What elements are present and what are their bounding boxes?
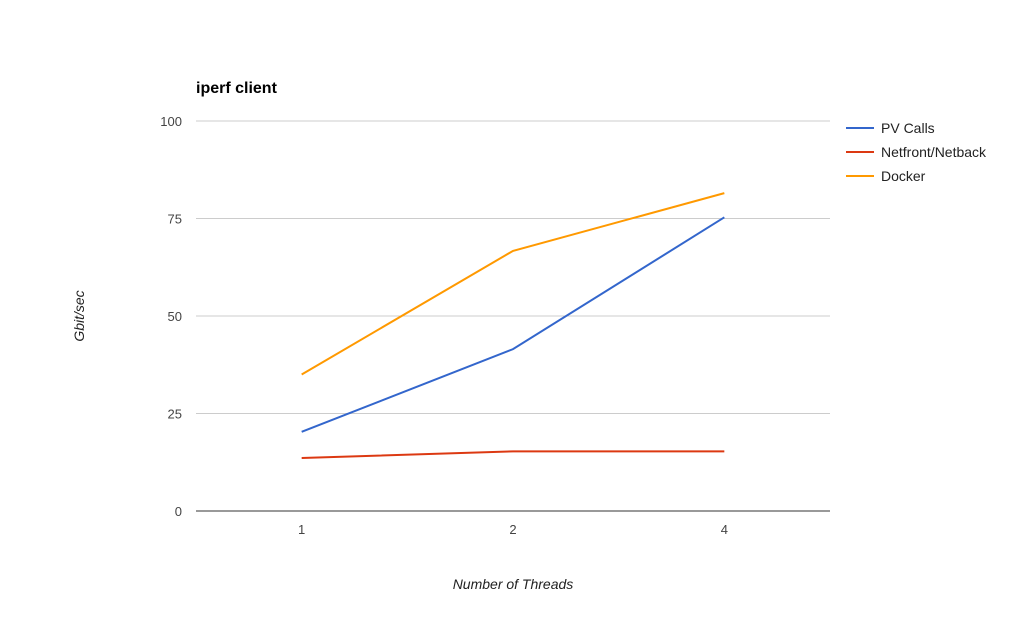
x-tick-label: 2 (509, 522, 516, 537)
x-tick-label: 1 (298, 522, 305, 537)
y-tick-label: 75 (168, 212, 182, 227)
gridlines (196, 120, 830, 414)
y-tick-label: 50 (168, 309, 182, 324)
x-axis-title: Number of Threads (453, 576, 574, 592)
y-tick-label: 100 (160, 114, 182, 129)
y-tick-label: 0 (175, 504, 182, 519)
legend-label: Docker (881, 168, 926, 184)
series-line-pv-calls (301, 216, 725, 433)
series-line-docker (301, 192, 725, 376)
series-lines (301, 192, 725, 459)
legend-label: PV Calls (881, 120, 935, 136)
legend: PV Calls Netfront/Netback Docker (846, 120, 987, 184)
x-axis-ticks: 1 2 4 (298, 522, 728, 537)
legend-label: Netfront/Netback (881, 144, 987, 160)
series-line-netfront-netback (301, 450, 725, 459)
x-tick-label: 4 (721, 522, 728, 537)
y-axis-title: Gbit/sec (71, 290, 87, 341)
y-axis-ticks: 0 25 50 75 100 (160, 114, 182, 519)
chart-title: iperf client (196, 80, 278, 97)
y-tick-label: 25 (168, 407, 182, 422)
